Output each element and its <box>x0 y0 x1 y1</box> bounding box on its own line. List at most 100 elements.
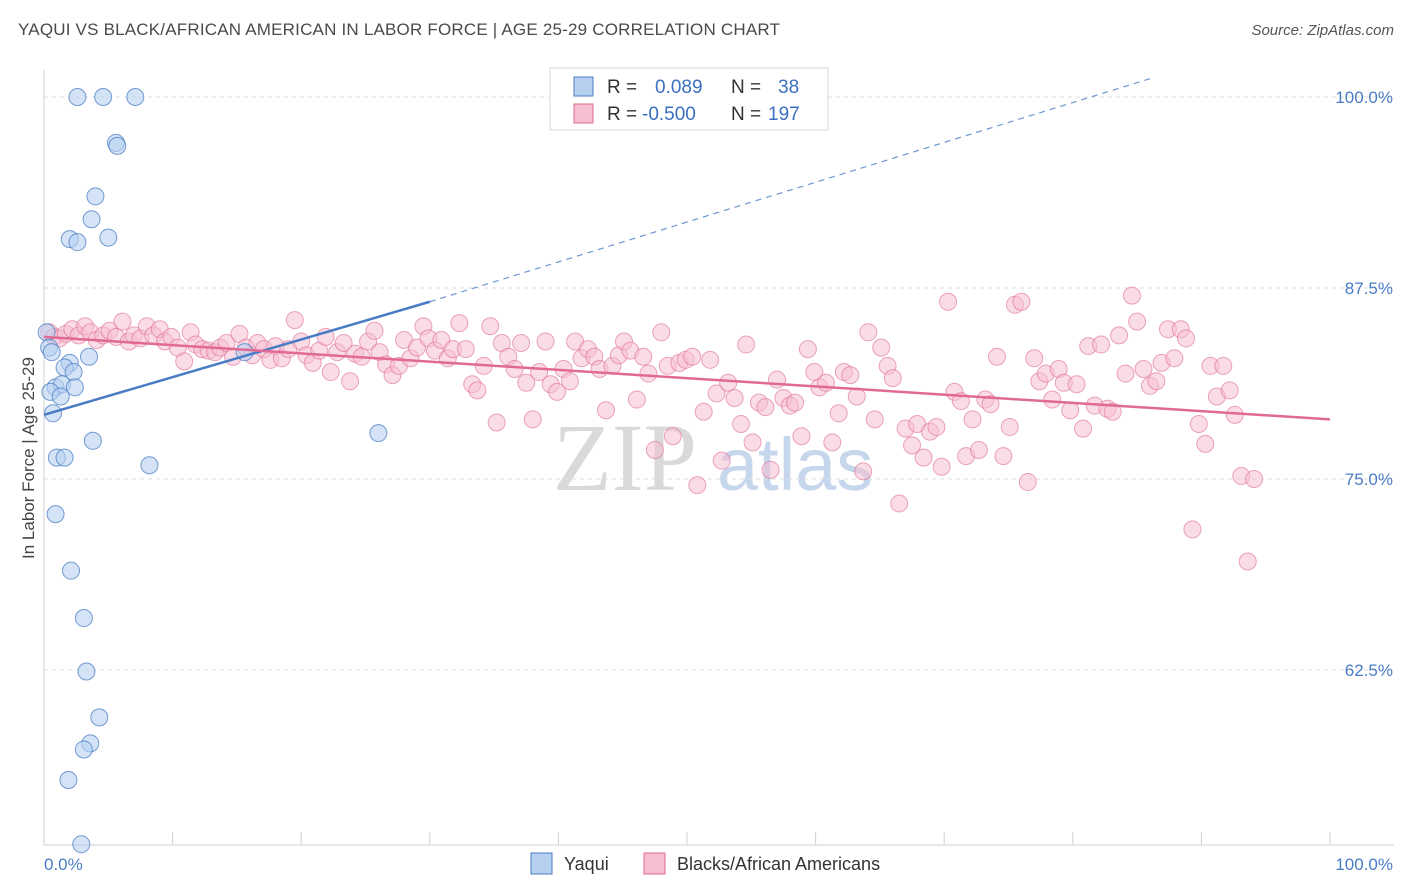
y-axis-tick-labels: 62.5% 75.0% 87.5% 100.0% <box>1335 88 1393 680</box>
data-point-black <box>1134 359 1153 378</box>
data-point-black <box>939 292 958 311</box>
bottom-legend-label-yaqui: Yaqui <box>564 854 609 874</box>
data-point-yaqui <box>62 561 81 580</box>
x-axis-ticks <box>43 832 1331 845</box>
data-point-yaqui <box>55 448 74 467</box>
legend-swatch-yaqui <box>573 76 594 97</box>
data-point-black <box>1176 329 1195 348</box>
data-point-black <box>523 410 542 429</box>
data-point-black <box>634 347 653 366</box>
data-point-black <box>841 366 860 385</box>
data-point-black <box>487 413 506 432</box>
data-point-black <box>890 494 909 513</box>
data-point-yaqui <box>74 740 93 759</box>
data-point-black <box>1245 470 1264 488</box>
data-point-yaqui <box>46 505 65 524</box>
data-point-black <box>639 364 658 383</box>
data-point-yaqui <box>140 456 159 475</box>
data-point-black <box>1103 402 1122 421</box>
data-point-black <box>1165 349 1184 368</box>
data-point-black <box>927 418 946 437</box>
data-point-black <box>932 457 951 476</box>
x-axis-tick-labels: 0.0% 100.0% <box>44 855 1393 874</box>
data-point-yaqui <box>68 233 87 252</box>
data-point-black <box>334 334 353 353</box>
data-point-black <box>456 340 475 359</box>
data-point-black <box>969 440 988 459</box>
data-point-black <box>792 427 811 446</box>
data-point-black <box>732 414 751 433</box>
data-point-yaqui <box>51 387 70 406</box>
data-point-black <box>981 395 1000 414</box>
data-point-black <box>365 321 384 340</box>
correlation-legend: R = 0.089 N = 38 R = -0.500 N = 197 <box>549 67 829 131</box>
legend-n-label-yaqui: N = <box>731 77 761 98</box>
gridlines <box>44 96 1394 671</box>
data-point-black <box>450 314 469 333</box>
data-point-black <box>725 389 744 408</box>
data-point-black <box>1116 364 1135 383</box>
data-point-black <box>1196 434 1215 453</box>
data-point-black <box>1214 356 1233 375</box>
black-african-american-points <box>40 286 1264 571</box>
data-point-yaqui <box>59 771 78 790</box>
trend-lines <box>43 78 1331 421</box>
data-point-black <box>321 363 340 382</box>
data-point-yaqui <box>126 88 145 106</box>
legend-n-value-black: 197 <box>768 104 800 125</box>
data-point-black <box>536 332 555 351</box>
data-point-black <box>987 347 1006 366</box>
data-point-black <box>341 372 360 391</box>
data-point-yaqui <box>77 662 96 681</box>
legend-box <box>549 67 829 131</box>
y-tick-label: 87.5% <box>1345 279 1393 298</box>
bottom-legend-swatch-yaqui <box>530 852 553 875</box>
data-point-black <box>829 404 848 423</box>
data-point-black <box>756 398 775 417</box>
data-point-black <box>688 476 707 495</box>
y-tick-label: 75.0% <box>1345 470 1393 489</box>
data-point-black <box>854 462 873 481</box>
chart-title: YAQUI VS BLACK/AFRICAN AMERICAN IN LABOR… <box>18 20 781 39</box>
y-tick-label: 62.5% <box>1345 661 1393 680</box>
legend-r-value-black: -0.500 <box>642 104 696 125</box>
data-point-black <box>823 433 842 452</box>
data-point-black <box>707 384 726 403</box>
data-point-yaqui <box>99 228 118 247</box>
data-point-black <box>1189 414 1208 433</box>
series-legend: Yaqui Blacks/African Americans <box>530 852 880 875</box>
data-point-black <box>468 381 487 400</box>
legend-n-label-black: N = <box>731 104 761 125</box>
data-point-yaqui <box>83 431 102 450</box>
data-point-black <box>859 323 878 342</box>
data-point-black <box>737 335 756 354</box>
data-point-black <box>768 370 787 389</box>
legend-swatch-black <box>573 103 594 124</box>
data-point-black <box>761 460 780 479</box>
data-point-black <box>798 340 817 359</box>
data-point-black <box>1183 520 1202 539</box>
data-point-black <box>175 352 194 371</box>
data-point-black <box>872 338 891 357</box>
data-point-black <box>1110 326 1129 345</box>
trend-line-black <box>43 335 1331 421</box>
data-point-black <box>1000 418 1019 437</box>
data-point-black <box>1018 473 1037 492</box>
data-point-black <box>1128 312 1147 331</box>
data-point-yaqui <box>80 347 99 366</box>
watermark: ZIP atlas <box>553 404 873 511</box>
watermark-zip: ZIP <box>553 404 697 511</box>
data-point-black <box>994 447 1013 466</box>
data-point-black <box>786 393 805 412</box>
data-point-black <box>652 323 671 342</box>
data-point-black <box>719 373 738 392</box>
data-point-yaqui <box>86 187 105 206</box>
data-point-black <box>645 440 664 459</box>
data-point-yaqui <box>72 835 91 854</box>
data-point-black <box>701 350 720 369</box>
data-point-black <box>865 410 884 429</box>
data-point-black <box>683 347 702 366</box>
data-point-black <box>1043 390 1062 409</box>
data-point-yaqui <box>94 88 113 106</box>
